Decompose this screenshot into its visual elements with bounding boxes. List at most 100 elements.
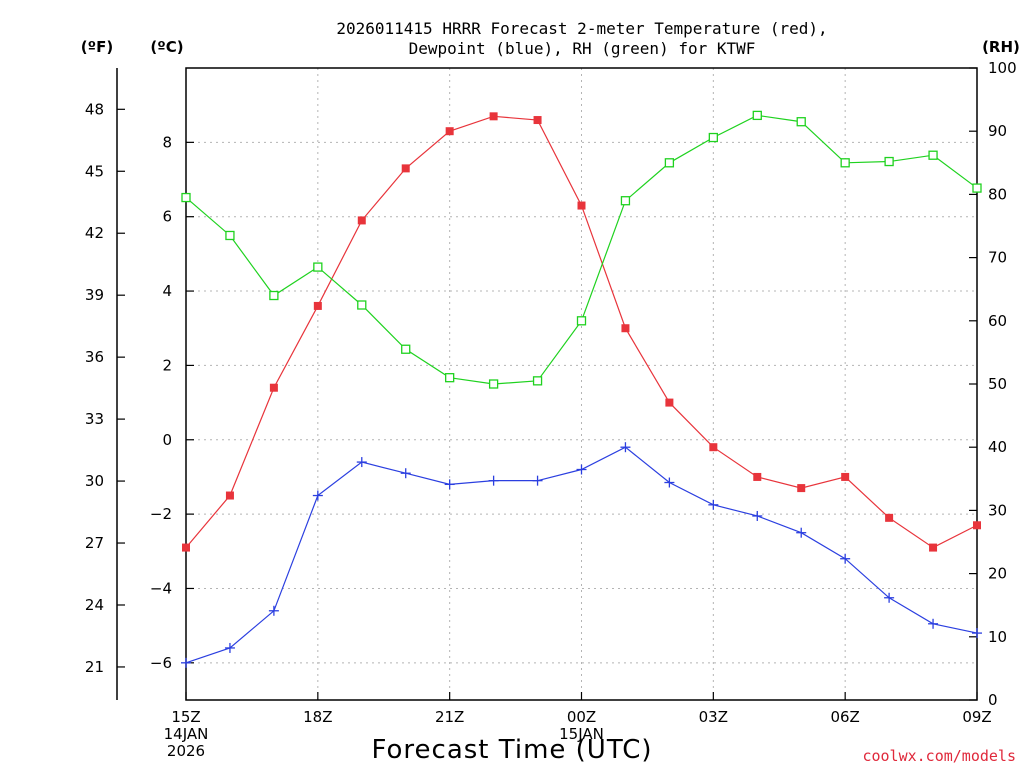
temperature-point (445, 127, 454, 136)
dewpoint-point (796, 527, 807, 538)
temperature-point (269, 383, 278, 392)
rh-axis-label: (RH) (982, 38, 1020, 56)
temperature-point (313, 301, 322, 310)
rh-tick-label: 60 (988, 312, 1007, 330)
x-tick-label: 15JAN (559, 725, 604, 743)
rh-tick-label: 50 (988, 375, 1007, 393)
rh-point (357, 300, 367, 310)
celsius-tick-label: 8 (162, 133, 172, 151)
celsius-tick-label: −2 (150, 505, 172, 523)
fahrenheit-tick-label: 45 (85, 162, 104, 180)
temperature-point (577, 201, 586, 210)
temperature-point (357, 216, 366, 225)
temperature-point (489, 112, 498, 121)
celsius-tick-label: 4 (162, 282, 172, 300)
rh-point (708, 132, 718, 143)
temperature-point (665, 398, 674, 407)
rh-point (576, 316, 587, 326)
dewpoint-point (664, 477, 675, 488)
temperature-point (753, 472, 762, 481)
rh-point (884, 156, 894, 167)
fahrenheit-tick-label: 27 (85, 534, 104, 552)
rh-tick-label: 10 (988, 628, 1007, 646)
x-tick-label: 14JAN (164, 725, 209, 743)
fahrenheit-tick-label: 39 (85, 286, 104, 304)
celsius-tick-label: 6 (162, 208, 172, 226)
fahrenheit-axis-label: (ºF) (81, 38, 113, 56)
temperature-point (797, 484, 806, 493)
temperature-point (841, 472, 850, 481)
rh-tick-label: 0 (988, 691, 998, 709)
dewpoint-point (884, 592, 895, 603)
rh-tick-label: 20 (988, 565, 1007, 583)
rh-point (181, 192, 191, 203)
rh-tick-label: 40 (988, 438, 1007, 456)
fahrenheit-tick-label: 36 (85, 348, 104, 366)
temperature-point (973, 521, 981, 530)
dewpoint-point (620, 442, 631, 453)
temperature-point (533, 116, 542, 125)
rh-point (928, 150, 938, 160)
dewpoint-point (972, 628, 982, 639)
chart-title-line2: Dewpoint (blue), RH (green) for KTWF (409, 39, 756, 58)
dewpoint-point (840, 553, 851, 564)
rh-tick-label: 100 (988, 59, 1017, 77)
fahrenheit-tick-label: 30 (85, 472, 104, 490)
celsius-tick-label: −4 (150, 579, 172, 597)
rh-point (225, 230, 235, 241)
x-tick-label: 03Z (699, 708, 728, 726)
fahrenheit-tick-label: 48 (85, 100, 104, 118)
dewpoint-point (268, 605, 279, 616)
temperature-point (621, 324, 630, 333)
dewpoint-point (752, 510, 763, 521)
rh-point (620, 196, 631, 206)
dewpoint-point (181, 657, 191, 668)
rh-point (445, 373, 455, 383)
dewpoint-point (400, 468, 411, 479)
temperature-point (885, 513, 894, 522)
rh-point (796, 117, 806, 127)
rh-point (313, 262, 323, 272)
dewpoint-point (488, 475, 499, 486)
fahrenheit-tick-label: 24 (85, 596, 104, 614)
rh-point (840, 158, 850, 168)
rh-point (664, 158, 675, 168)
dewpoint-point (312, 490, 323, 501)
dewpoint-point (708, 499, 719, 510)
fahrenheit-tick-label: 21 (85, 658, 104, 676)
rh-point (752, 110, 762, 121)
celsius-tick-label: −6 (150, 654, 172, 672)
dewpoint-point (532, 475, 543, 486)
rh-point (972, 183, 982, 193)
chart-title-line1: 2026011415 HRRR Forecast 2-meter Tempera… (336, 19, 827, 38)
dewpoint-point (356, 457, 367, 468)
temperature-point (225, 491, 234, 500)
rh-point (532, 376, 543, 386)
x-tick-label: 15Z (171, 708, 200, 726)
rh-point (488, 379, 499, 389)
dewpoint-point (444, 479, 455, 490)
x-tick-label: 18Z (303, 708, 332, 726)
x-tick-label: 06Z (830, 708, 859, 726)
x-tick-label: 21Z (435, 708, 464, 726)
dewpoint-point (224, 642, 235, 653)
x-tick-label: 09Z (962, 708, 991, 726)
axes: 86420−2−4−648454239363330272421100908070… (85, 59, 1017, 709)
rh-tick-label: 90 (988, 122, 1007, 140)
x-tick-label: 2026 (167, 742, 205, 760)
rh-tick-label: 70 (988, 249, 1007, 267)
x-tick-label: 00Z (567, 708, 596, 726)
fahrenheit-tick-label: 33 (85, 410, 104, 428)
celsius-tick-label: 0 (162, 431, 172, 449)
x-axis-label: Forecast Time (UTC) (371, 735, 652, 765)
data-series (181, 110, 982, 668)
dewpoint-point (928, 618, 939, 629)
temperature-point (929, 543, 938, 552)
credit-text: coolwx.com/models (862, 747, 1016, 765)
temperature-point (709, 443, 718, 452)
celsius-axis-label: (ºC) (150, 38, 183, 56)
rh-tick-label: 30 (988, 501, 1007, 519)
temperature-point (401, 164, 410, 173)
